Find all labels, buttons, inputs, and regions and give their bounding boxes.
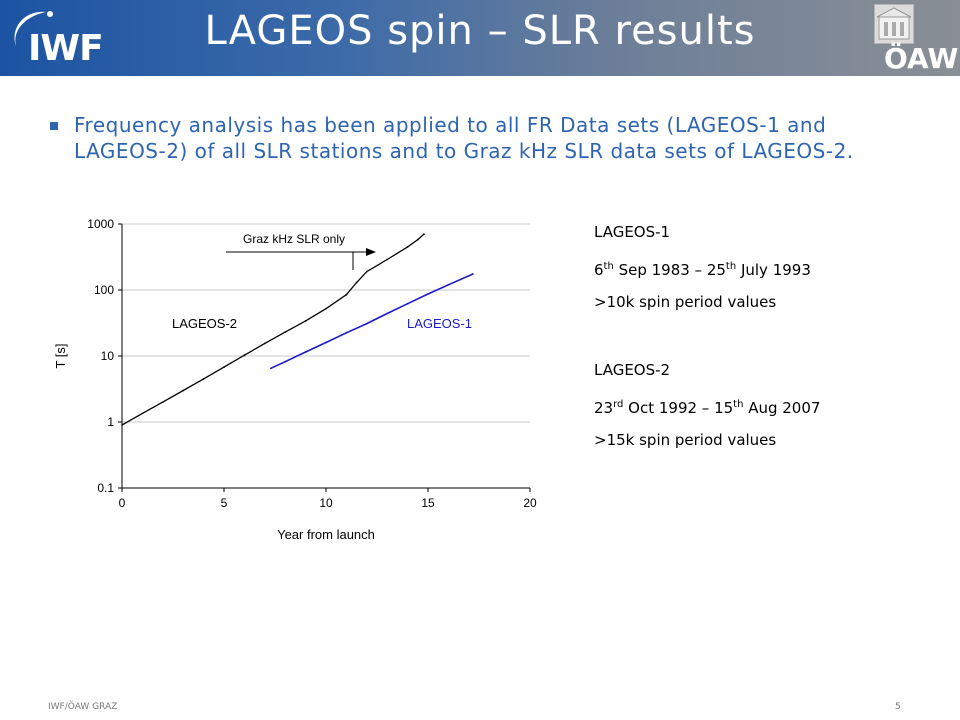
y-tick-label: 100 [94, 283, 114, 297]
lageos1-title: LAGEOS-1 [594, 223, 671, 241]
lageos2-count: >15k spin period values [594, 431, 777, 449]
building-icon [874, 4, 914, 44]
y-tick-label: 0.1 [97, 481, 114, 495]
data-point-lageos-1 [325, 341, 327, 344]
lageos2-start-day: 23 [594, 399, 614, 417]
data-point-lageos-2 [423, 233, 425, 236]
data-point-lageos-2 [345, 293, 348, 296]
y-tick-label: 1 [107, 415, 114, 429]
annotation-arrow-head [366, 248, 376, 256]
data-point-lageos-2 [284, 331, 287, 333]
header-bar: IWF LAGEOS spin – SLR results ÖAW [0, 0, 960, 76]
lageos2-end-date: Aug 2007 [743, 399, 821, 417]
bullet-text: Frequency analysis has been applied to a… [74, 113, 854, 163]
data-point-lageos-2 [243, 354, 246, 357]
lageos1-start-day: 6 [594, 261, 604, 279]
x-axis-label: Year from launch [277, 527, 375, 542]
lageos1-start-suffix: th [603, 261, 614, 272]
data-point-lageos-1 [270, 367, 272, 370]
annotation-text: Graz kHz SLR only [243, 232, 345, 246]
page-number: 5 [895, 702, 901, 712]
data-point-lageos-2 [223, 366, 225, 368]
data-point-lageos-2 [161, 401, 164, 403]
y-tick-label: 1000 [87, 217, 114, 231]
data-point-lageos-1 [304, 351, 307, 353]
data-point-lageos-1 [345, 331, 348, 334]
data-point-lageos-1 [406, 302, 409, 305]
data-point-lageos-2 [406, 246, 409, 248]
data-point-lageos-2 [263, 342, 266, 345]
x-tick-label: 20 [523, 496, 537, 510]
data-point-lageos-2 [304, 320, 307, 322]
dataset-info: LAGEOS-1 6th Sep 1983 – 25th July 1993 >… [594, 222, 894, 465]
data-point-lageos-2 [202, 378, 205, 380]
data-point-lageos-1 [447, 283, 450, 286]
lageos2-title: LAGEOS-2 [594, 361, 671, 379]
iwf-logo-text: IWF [28, 28, 104, 69]
lageos2-date-range: 23rd Oct 1992 – 15th Aug 2007 [594, 395, 894, 430]
data-point-lageos-1 [365, 322, 368, 325]
lageos1-date-range: 6th Sep 1983 – 25th July 1993 [594, 257, 894, 292]
page-title: LAGEOS spin – SLR results [204, 8, 756, 54]
x-tick-label: 0 [119, 496, 126, 510]
series-line-lageos-2 [121, 233, 425, 426]
oaw-logo: ÖAW [866, 4, 958, 75]
data-point-lageos-2 [416, 238, 419, 241]
data-point-lageos-1 [284, 360, 287, 363]
swoosh-icon [14, 11, 53, 46]
lageos1-count: >10k spin period values [594, 293, 777, 311]
footer-org: IWF/ÖAW GRAZ [48, 702, 118, 712]
spin-period-chart: 0.1 1 10 100 1000 0 5 10 15 20 Year from launch T… [53, 217, 537, 542]
lageos2-range-mid: Oct 1992 – 15 [623, 399, 734, 417]
data-point-lageos-2 [325, 307, 327, 310]
series-label-lageos-2: LAGEOS-2 [172, 316, 237, 331]
data-point-lageos-2 [386, 258, 389, 261]
lageos1-end-suffix: th [725, 261, 737, 272]
y-axis-label: T [s] [53, 343, 68, 368]
x-tick-label: 15 [421, 496, 435, 510]
lageos1-end-date: July 1993 [736, 261, 811, 279]
data-point-lageos-2 [141, 412, 144, 415]
annotation-box [220, 226, 370, 250]
data-point-lageos-1 [427, 293, 429, 295]
lageos2-start-suffix: rd [613, 399, 624, 410]
bullet-square-icon [50, 122, 58, 130]
bullet-point: Frequency analysis has been applied to a… [50, 112, 890, 164]
series-label-lageos-1: LAGEOS-1 [407, 316, 472, 331]
data-point-lageos-2 [365, 270, 368, 273]
lageos1-range-mid: Sep 1983 – 25 [613, 261, 726, 279]
lageos2-end-suffix: th [733, 399, 744, 410]
y-tick-label: 10 [101, 349, 115, 363]
data-point-lageos-1 [472, 273, 474, 275]
data-point-lageos-2 [182, 389, 185, 392]
oaw-logo-text: ÖAW [884, 42, 959, 75]
data-point-lageos-2 [121, 424, 123, 426]
iwf-logo: IWF [6, 6, 126, 72]
x-tick-label: 5 [221, 496, 228, 510]
x-tick-label: 10 [319, 496, 333, 510]
data-point-lageos-1 [386, 312, 389, 315]
data-point-lageos-2 [355, 281, 358, 284]
